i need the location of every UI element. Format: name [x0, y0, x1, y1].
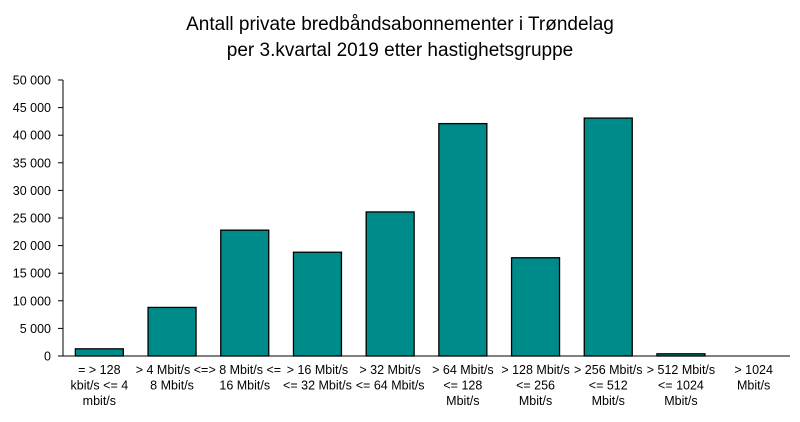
y-tick-label: 50 000	[13, 74, 51, 88]
x-tick-label-line: Mbit/s	[737, 379, 770, 393]
bar	[510, 257, 561, 357]
x-tick-label-line: > 1024	[734, 363, 773, 377]
y-tick-label: 15 000	[13, 267, 51, 281]
chart-title-line-1: Antall private bredbåndsabonnementer i T…	[186, 14, 614, 35]
x-tick-label-line: 16 Mbit/s	[219, 379, 270, 393]
x-tick-label-line: > 32 Mbit/s	[359, 363, 421, 377]
x-tick-label: > 16 Mbit/s <= 32 Mbit/s	[283, 363, 352, 393]
chart-title-line-2: per 3.kvartal 2019 etter hastighetsgrupp…	[227, 40, 573, 61]
y-tick-label: 45 000	[13, 101, 51, 115]
x-tick-label: > 512 Mbit/s <= 1024 Mbit/s	[647, 363, 715, 408]
x-tick-label-line: = > 128	[78, 363, 120, 377]
x-tick-label-line: > 128 Mbit/s	[501, 363, 569, 377]
x-tick-label-line: Mbit/s	[446, 394, 479, 408]
x-tick-label: = > 128 kbit/s <= 4 mbit/s	[71, 363, 129, 408]
x-tick-label: > 128 Mbit/s <= 256 Mbit/s	[501, 363, 569, 408]
x-tick-label-line: > 16 Mbit/s	[287, 363, 349, 377]
x-tick-label: > 256 Mbit/s <= 512 Mbit/s	[574, 363, 642, 408]
x-tick-label-line: <= 1024	[658, 379, 704, 393]
bar	[438, 122, 488, 357]
bar	[292, 251, 343, 357]
y-tick-label: 30 000	[13, 184, 51, 198]
x-axis-ticks: = > 128 kbit/s <= 4 mbit/s > 4 Mbit/s <= 8 M…	[71, 363, 773, 408]
bar	[74, 348, 124, 357]
bar	[583, 117, 633, 357]
y-axis-ticks: 0 5 000 10 000 15 000 20 000 25 000 30 000 35 0…	[13, 74, 63, 364]
x-tick-label-line: kbit/s <= 4	[71, 379, 129, 393]
x-tick-label-line: Mbit/s	[664, 394, 697, 408]
x-tick-label-line: <= 32 Mbit/s	[283, 379, 352, 393]
y-tick-label: 0	[44, 350, 51, 364]
y-tick-label: 40 000	[13, 129, 51, 143]
y-tick-label: 25 000	[13, 212, 51, 226]
x-tick-label-line: > 512 Mbit/s	[647, 363, 715, 377]
x-tick-label-line: > 64 Mbit/s	[432, 363, 494, 377]
y-tick-label: 20 000	[13, 239, 51, 253]
x-tick-label: > 64 Mbit/s <= 128 Mbit/s	[432, 363, 494, 408]
x-tick-label-line: 8 Mbit/s	[150, 379, 194, 393]
x-tick-label: > 32 Mbit/s <= 64 Mbit/s	[356, 363, 425, 393]
x-tick-label-line: > 8 Mbit/s <=	[208, 363, 281, 377]
x-tick-label-line: <= 128	[443, 379, 482, 393]
x-tick-label-line: <= 64 Mbit/s	[356, 379, 425, 393]
x-tick-label-line: > 256 Mbit/s	[574, 363, 642, 377]
bars	[74, 117, 706, 357]
bar	[220, 229, 270, 357]
bar	[365, 211, 415, 357]
x-tick-label-line: > 4 Mbit/s <=	[136, 363, 209, 377]
x-tick-label: > 1024 Mbit/s	[734, 363, 773, 393]
x-tick-label-line: <= 512	[589, 379, 628, 393]
y-tick-label: 35 000	[13, 156, 51, 170]
x-tick-label-line: mbit/s	[83, 394, 116, 408]
y-tick-label: 5 000	[20, 322, 51, 336]
x-tick-label-line: <= 256	[516, 379, 555, 393]
x-tick-label: > 8 Mbit/s <= 16 Mbit/s	[208, 363, 281, 393]
x-tick-label: > 4 Mbit/s <= 8 Mbit/s	[136, 363, 209, 393]
y-tick-label: 10 000	[13, 294, 51, 308]
x-tick-label-line: Mbit/s	[592, 394, 625, 408]
x-tick-label-line: Mbit/s	[519, 394, 552, 408]
bar	[147, 306, 197, 357]
